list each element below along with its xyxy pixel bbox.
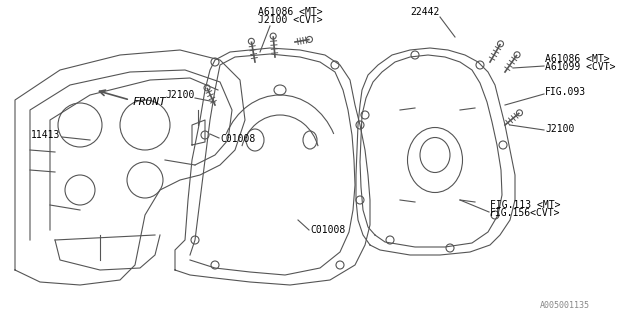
Text: A61086 <MT>: A61086 <MT> xyxy=(545,54,610,64)
Text: 22442: 22442 xyxy=(410,7,440,17)
Text: J2100 <CVT>: J2100 <CVT> xyxy=(258,15,323,25)
Text: A61099 <CVT>: A61099 <CVT> xyxy=(545,62,616,72)
Text: FRONT: FRONT xyxy=(132,97,166,107)
Text: FIG.093: FIG.093 xyxy=(545,87,586,97)
Text: J2100: J2100 xyxy=(166,90,195,100)
Text: C01008: C01008 xyxy=(220,134,255,144)
Text: FIG.113 <MT>: FIG.113 <MT> xyxy=(490,200,561,210)
Text: J2100: J2100 xyxy=(545,124,574,134)
Text: A61086 <MT>: A61086 <MT> xyxy=(258,7,323,17)
Text: FIG.156<CVT>: FIG.156<CVT> xyxy=(490,208,561,218)
Text: 11413: 11413 xyxy=(31,130,60,140)
Text: C01008: C01008 xyxy=(310,225,345,235)
Text: A005001135: A005001135 xyxy=(540,301,590,310)
